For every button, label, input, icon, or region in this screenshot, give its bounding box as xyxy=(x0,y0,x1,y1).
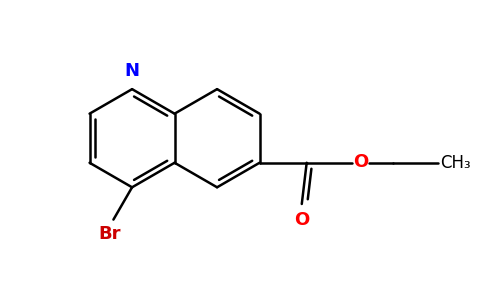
Text: N: N xyxy=(124,62,139,80)
Text: O: O xyxy=(353,153,368,171)
Text: Br: Br xyxy=(98,226,121,244)
Text: CH₃: CH₃ xyxy=(440,154,471,172)
Text: O: O xyxy=(294,211,309,229)
